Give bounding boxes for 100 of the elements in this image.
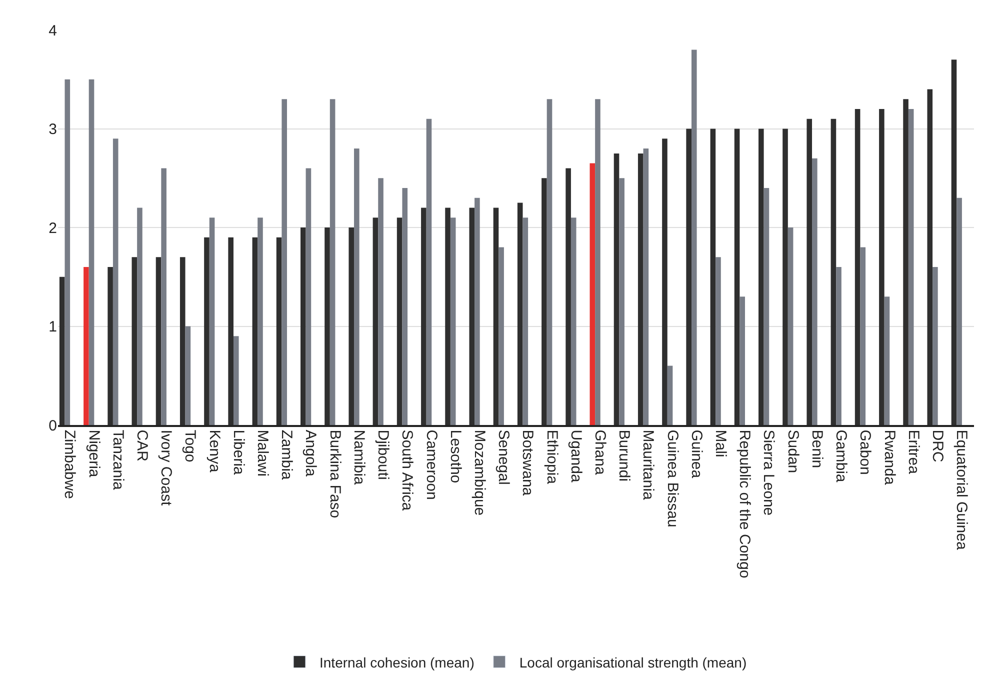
- bar: [233, 336, 239, 425]
- bar: [590, 163, 596, 425]
- bar: [276, 237, 282, 425]
- x-tick-label: Namibia: [350, 430, 368, 486]
- bar: [903, 99, 908, 425]
- bar: [956, 198, 962, 425]
- y-tick-label: 3: [48, 121, 57, 138]
- y-tick-label: 0: [48, 417, 57, 434]
- bar: [469, 208, 475, 425]
- bar: [88, 79, 94, 425]
- bar: [108, 267, 113, 425]
- bar: [402, 188, 408, 425]
- bar: [300, 228, 306, 425]
- bar: [426, 118, 432, 425]
- x-tick-label: Tanzania: [109, 430, 126, 490]
- bar: [348, 228, 354, 425]
- bar: [879, 109, 884, 425]
- legend-label: Internal cohesion (mean): [320, 654, 474, 670]
- bar: [396, 218, 402, 425]
- bar: [306, 168, 312, 425]
- y-tick-label: 4: [48, 22, 57, 40]
- x-tick-label: Equatorial Guinea: [953, 430, 970, 550]
- bar: [710, 128, 716, 425]
- x-tick-label: Zambia: [278, 430, 296, 480]
- x-tick-label: South Africa: [398, 430, 416, 512]
- x-tick-label: Sudan: [784, 430, 802, 474]
- x-tick-label: Mozambique: [470, 430, 488, 516]
- x-tick-label: Republic of the Congo: [736, 430, 754, 578]
- bar: [884, 296, 890, 425]
- bar: [643, 148, 649, 425]
- x-tick-label: Ghana: [591, 430, 608, 476]
- bar: [932, 267, 938, 425]
- x-tick-label: Ethiopia: [543, 430, 560, 485]
- bar: [282, 99, 287, 425]
- bar: [209, 218, 215, 425]
- x-tick-label: Guinea: [688, 430, 705, 479]
- bar: [330, 99, 336, 425]
- bar: [619, 178, 624, 425]
- x-tick-label: DRC: [928, 430, 946, 462]
- bar: [59, 276, 65, 425]
- bar: [806, 118, 812, 425]
- bar: [156, 257, 162, 425]
- bar: [450, 218, 456, 425]
- bar: [64, 79, 70, 425]
- bar: [638, 153, 644, 425]
- bar: [137, 208, 142, 425]
- x-tick-label: Mauritania: [640, 430, 657, 500]
- x-tick-label: Gambia: [832, 430, 850, 483]
- bar: [372, 218, 378, 425]
- x-tick-label: Gabon: [856, 430, 874, 475]
- x-tick-label: Sierra Leone: [760, 430, 778, 516]
- bar: [474, 198, 480, 425]
- bar: [830, 118, 836, 425]
- bar: [258, 218, 263, 425]
- bar: [522, 218, 528, 425]
- bar: [498, 247, 504, 425]
- x-tick-label: Nigeria: [85, 430, 102, 478]
- x-tick-label: Eritrea: [904, 430, 922, 475]
- bar: [740, 296, 745, 425]
- bar: [595, 99, 600, 425]
- bar: [691, 50, 697, 425]
- bar: [161, 168, 166, 425]
- bar: [927, 89, 933, 425]
- bar: [686, 128, 692, 425]
- x-tick-label: Burundi: [616, 430, 633, 482]
- bar: [812, 158, 818, 425]
- x-tick-label: Botswana: [519, 430, 536, 496]
- bar: [445, 208, 450, 425]
- x-tick-label: Ivory Coast: [158, 430, 175, 506]
- x-tick-label: Togo: [182, 430, 199, 462]
- x-tick-label: Uganda: [567, 430, 584, 483]
- bar: [662, 138, 668, 425]
- x-tick-label: Lesotho: [446, 430, 464, 484]
- bar: [542, 178, 547, 425]
- bar: [614, 153, 620, 425]
- bar: [517, 202, 523, 425]
- bar: [546, 99, 552, 425]
- bar: [493, 208, 499, 425]
- y-tick-label: 1: [48, 318, 57, 336]
- bar: [667, 366, 673, 425]
- bar: [204, 237, 210, 425]
- x-tick-label: Kenya: [206, 430, 223, 473]
- bar: [570, 218, 576, 425]
- bar: [180, 257, 186, 425]
- bar: [854, 109, 860, 425]
- bar: [764, 188, 770, 425]
- y-tick-label: 2: [48, 220, 57, 237]
- x-tick-label: Mali: [712, 430, 730, 458]
- bar: [734, 128, 740, 425]
- x-tick-label: CAR: [133, 430, 150, 462]
- bar: [951, 60, 957, 425]
- x-tick-label: Djibouti: [374, 430, 392, 480]
- bar: [228, 237, 234, 425]
- x-tick-label: Malawi: [254, 430, 272, 476]
- bar: [836, 267, 842, 425]
- x-tick-label: Liberia: [230, 430, 247, 476]
- bar: [860, 247, 866, 425]
- bar: [788, 228, 794, 425]
- bar: [84, 267, 89, 425]
- bar: [421, 208, 426, 425]
